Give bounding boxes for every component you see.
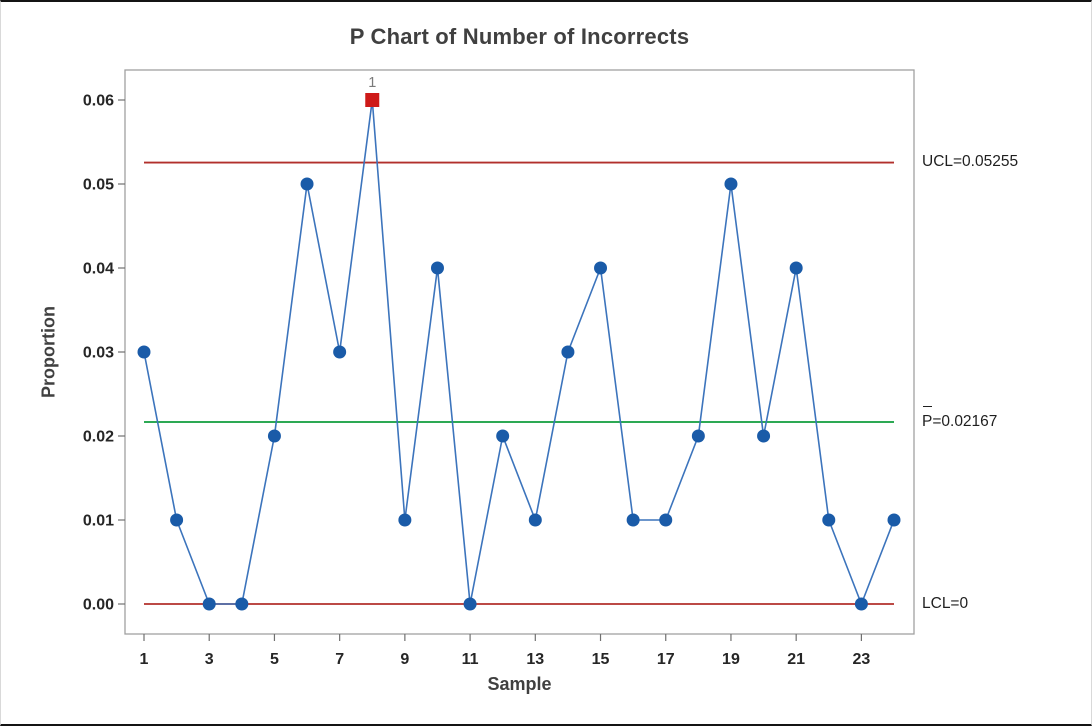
- x-tick-label: 19: [722, 651, 740, 668]
- x-tick-label: 1: [140, 651, 149, 668]
- y-tick-label: 0.06: [83, 93, 114, 110]
- data-point-marker: [235, 597, 249, 611]
- data-point-marker: [887, 513, 901, 527]
- x-tick-label: 15: [592, 651, 610, 668]
- ucl-label: UCL=0.05255: [922, 153, 1018, 171]
- chart-title: P Chart of Number of Incorrects: [349, 24, 690, 49]
- ucl-label-text: UCL=0.05255: [922, 153, 1019, 170]
- lcl-label-text: LCL=0: [922, 595, 969, 612]
- x-tick-label: 7: [335, 651, 344, 668]
- x-tick-label: 5: [270, 651, 279, 668]
- y-tick-label: 0.00: [83, 597, 114, 614]
- data-point-marker: [300, 177, 314, 191]
- data-point-marker: [724, 177, 738, 191]
- center-line-label: P=0.02167: [922, 406, 998, 431]
- data-point-marker: [137, 345, 151, 359]
- y-tick-label: 0.04: [83, 261, 114, 278]
- data-point-marker: [757, 429, 771, 443]
- lcl-label: LCL=0: [922, 595, 968, 613]
- data-point-marker: [561, 345, 575, 359]
- data-point-marker: [626, 513, 640, 527]
- data-point-marker: [398, 513, 412, 527]
- ooc-point-marker: [365, 93, 380, 107]
- data-point-marker: [594, 261, 608, 275]
- y-tick-label: 0.02: [83, 429, 114, 446]
- data-point-marker: [333, 345, 347, 359]
- x-tick-label: 11: [462, 651, 479, 668]
- data-point-marker: [430, 261, 444, 275]
- center-line-label-text: P=0.02167: [922, 413, 998, 430]
- series-line: [143, 99, 895, 605]
- data-point-marker: [528, 513, 542, 527]
- x-tick-label: 21: [787, 651, 805, 668]
- data-point-marker: [170, 513, 184, 527]
- x-tick-label: 13: [526, 651, 544, 668]
- y-tick-label: 0.01: [83, 513, 114, 530]
- p-bar-overline: [923, 406, 932, 407]
- data-point-marker: [267, 429, 281, 443]
- data-point-marker: [463, 597, 477, 611]
- y-axis-title: Proportion: [38, 306, 59, 398]
- data-point-marker: [496, 429, 510, 443]
- y-tick-label: 0.05: [83, 177, 114, 194]
- ooc-point-flag: 1: [368, 75, 376, 91]
- x-tick-label: 23: [852, 651, 870, 668]
- plot-frame: [124, 69, 915, 635]
- y-tick-label: 0.03: [83, 345, 114, 362]
- x-axis-title: Sample: [487, 674, 552, 694]
- x-tick-label: 3: [205, 651, 214, 668]
- data-point-marker: [789, 261, 803, 275]
- data-point-marker: [822, 513, 836, 527]
- data-point-marker: [691, 429, 705, 443]
- data-point-marker: [202, 597, 216, 611]
- x-tick-label: 9: [400, 651, 409, 668]
- x-tick-label: 17: [657, 651, 675, 668]
- data-point-marker: [854, 597, 868, 611]
- data-point-marker: [659, 513, 673, 527]
